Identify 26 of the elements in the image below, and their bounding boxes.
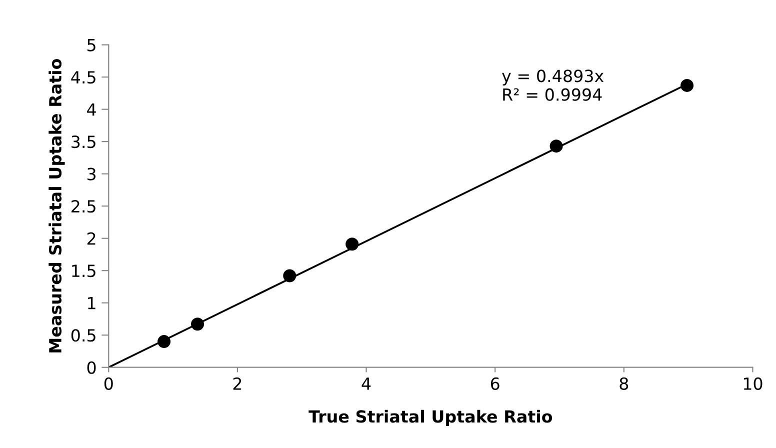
y-tick-label: 1.5: [72, 264, 96, 278]
x-tick-label: 6: [490, 377, 500, 390]
point: [680, 78, 694, 92]
point: [158, 335, 171, 348]
y-tick-label: 3.5: [72, 136, 96, 148]
annotation: y = 0.4893x R² = 0.9994: [502, 70, 604, 101]
y-tick-label: 0: [87, 361, 96, 374]
y-tick-label: 4.5: [71, 71, 96, 84]
point: [550, 140, 563, 153]
y-tick-label: 2: [87, 232, 96, 245]
point: [283, 269, 296, 282]
point: [346, 238, 359, 251]
y-tick-label: 1: [88, 297, 96, 310]
x-axis-title: True Striatal Uptake Ratio: [308, 410, 552, 426]
point: [191, 318, 204, 331]
x-tick-label: 10: [744, 377, 762, 390]
y-tick-label: 2.5: [72, 200, 96, 213]
x-tick-label: 0: [104, 377, 113, 390]
x-tick-label: 2: [233, 377, 242, 390]
x-tick-label: 8: [620, 377, 628, 390]
y-tick-label: 5: [88, 38, 96, 52]
x-tick-label: 4: [362, 378, 371, 390]
y-tick-label: 4: [87, 103, 96, 116]
y-tick-label: 3: [88, 168, 96, 180]
y-axis-title: Measured Striatal Uptake Ratio: [48, 58, 65, 352]
y-tick-label: 0.5: [71, 329, 96, 342]
